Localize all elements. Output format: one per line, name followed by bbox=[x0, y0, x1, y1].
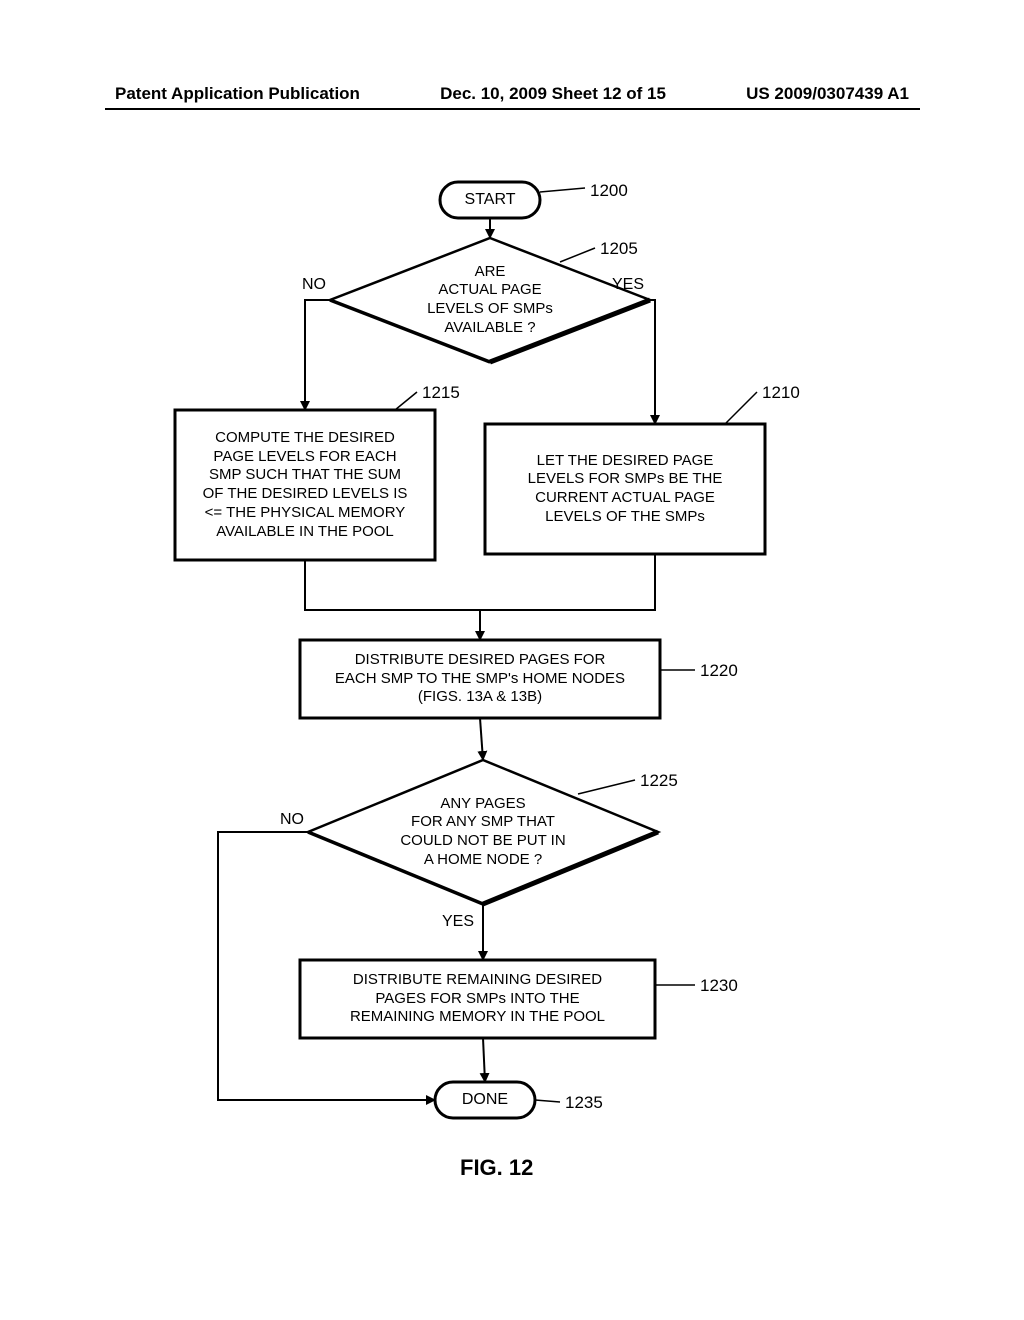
ref-1205: 1205 bbox=[600, 238, 638, 259]
ref-1210: 1210 bbox=[762, 382, 800, 403]
page: Patent Application Publication Dec. 10, … bbox=[0, 0, 1024, 1320]
node-done-label: DONE bbox=[435, 1082, 535, 1118]
branch-d1-no: NO bbox=[302, 275, 326, 295]
node-pright-label: LET THE DESIRED PAGE LEVELS FOR SMPs BE … bbox=[485, 424, 765, 554]
ref-1220: 1220 bbox=[700, 660, 738, 681]
branch-d1-yes: YES bbox=[612, 275, 644, 295]
node-pdist-label: DISTRIBUTE DESIRED PAGES FOR EACH SMP TO… bbox=[300, 640, 660, 718]
branch-d2-no: NO bbox=[280, 810, 304, 830]
ref-1200: 1200 bbox=[590, 180, 628, 201]
node-pleft-label: COMPUTE THE DESIRED PAGE LEVELS FOR EACH… bbox=[175, 410, 435, 560]
node-d1-label: ARE ACTUAL PAGE LEVELS OF SMPs AVAILABLE… bbox=[350, 243, 630, 357]
ref-1225: 1225 bbox=[640, 770, 678, 791]
figure-label: FIG. 12 bbox=[460, 1155, 533, 1181]
branch-d2-yes: YES bbox=[442, 912, 474, 932]
node-start-label: START bbox=[440, 182, 540, 218]
ref-1215: 1215 bbox=[422, 382, 460, 403]
ref-1230: 1230 bbox=[700, 975, 738, 996]
node-prem-label: DISTRIBUTE REMAINING DESIRED PAGES FOR S… bbox=[300, 960, 655, 1038]
ref-1235: 1235 bbox=[565, 1092, 603, 1113]
node-d2-label: ANY PAGES FOR ANY SMP THAT COULD NOT BE … bbox=[333, 768, 633, 896]
